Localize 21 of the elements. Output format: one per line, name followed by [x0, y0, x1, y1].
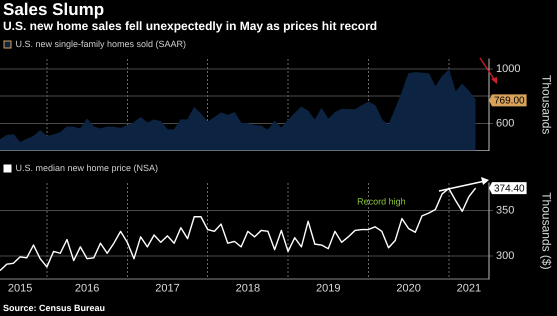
x-tick-label: 2021 — [456, 282, 482, 294]
source-note: Source: Census Bureau — [3, 303, 106, 313]
y-tick-label: 350 — [496, 204, 514, 216]
annotation: 374.40 — [494, 183, 526, 194]
annotation: 769.00 — [494, 96, 526, 107]
annotation: Record high — [357, 196, 406, 207]
x-tick-label: 2017 — [155, 282, 180, 294]
y-tick-label: 300 — [496, 250, 514, 262]
y-axis-title: Thousands — [539, 75, 554, 134]
x-tick-label: 2020 — [396, 282, 421, 294]
chart-subtitle: U.S. new home sales fell unexpectedly in May as prices hit record — [3, 19, 378, 33]
y-axis-title: Thousands ($) — [539, 192, 554, 270]
x-tick-label: 2018 — [236, 282, 260, 294]
y-tick-label: 600 — [496, 117, 514, 130]
x-tick-label: 2019 — [316, 282, 340, 294]
legend-label: U.S. new single-family homes sold (SAAR) — [16, 38, 186, 49]
y-tick-label: 1000 — [496, 63, 520, 76]
x-tick-label: 2015 — [8, 282, 32, 294]
x-tick-label: 2016 — [74, 282, 100, 294]
chart-title: Sales Slump — [3, 0, 104, 20]
legend-label: U.S. median new home price (NSA) — [16, 162, 158, 173]
